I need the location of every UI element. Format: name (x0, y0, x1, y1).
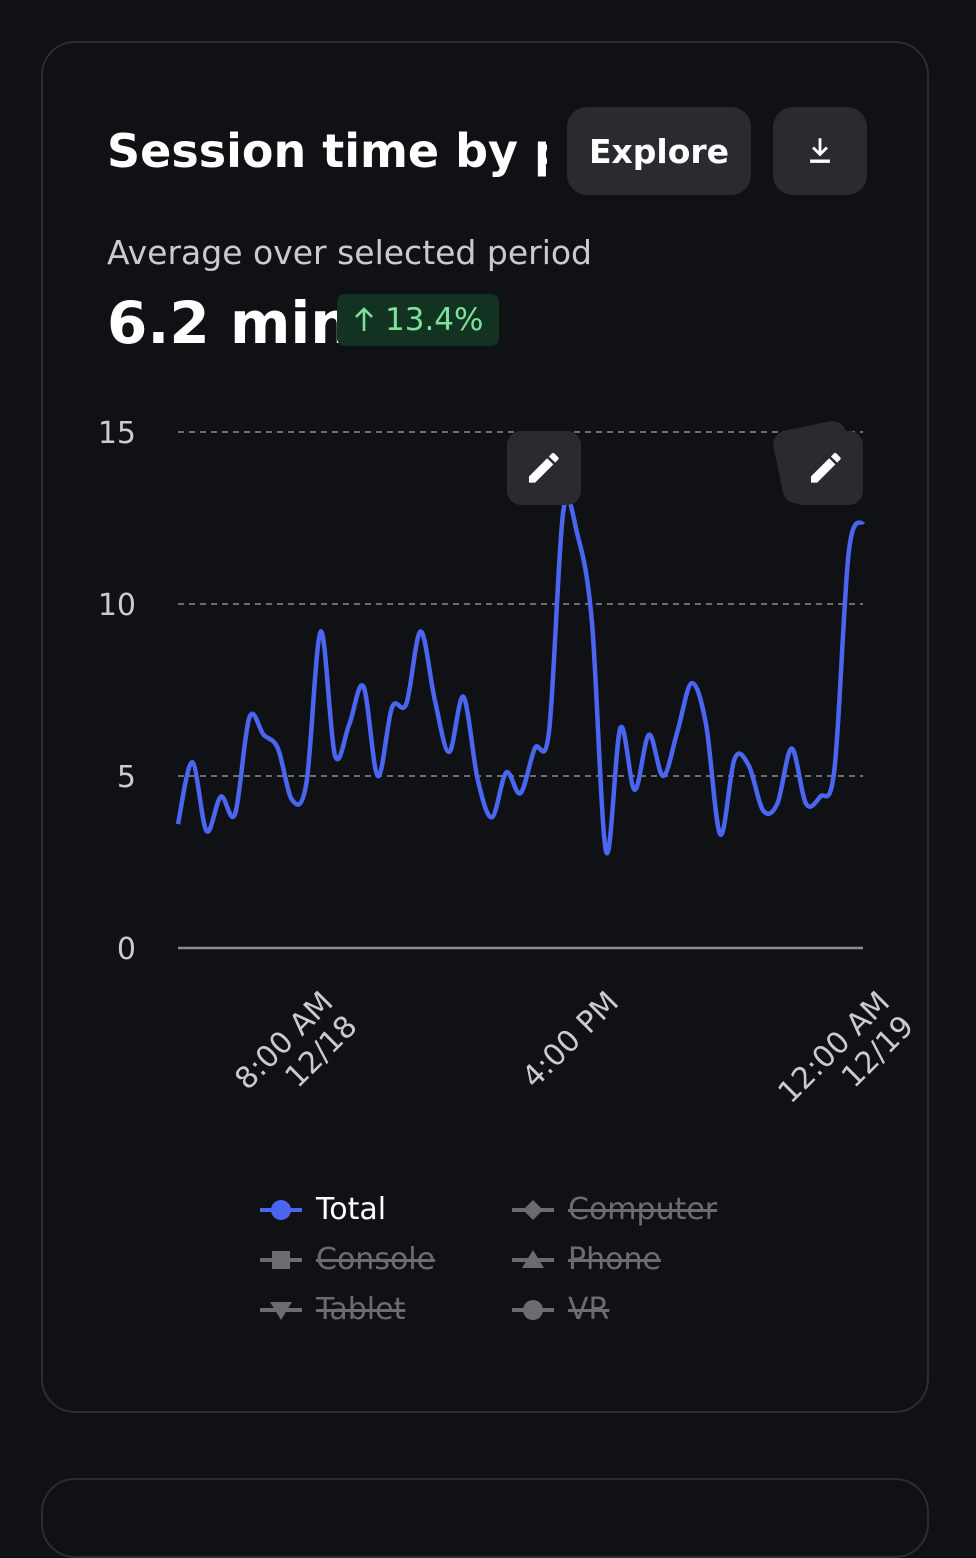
legend-item-console[interactable]: Console (260, 1242, 435, 1277)
chart-card: Session time by pl Explore Average over … (41, 41, 929, 1413)
y-tick-label: 0 (117, 932, 136, 967)
y-tick-label: 15 (98, 416, 136, 451)
pencil-icon (810, 452, 841, 483)
download-button[interactable] (773, 107, 867, 195)
x-tick-label: 4:00 PM (516, 985, 626, 1095)
legend-marker-triangle-down (260, 1301, 302, 1320)
legend-item-phone[interactable]: Phone (512, 1242, 661, 1277)
y-tick-label: 5 (117, 760, 136, 795)
metric-subtitle: Average over selected period (107, 233, 592, 272)
change-badge: 13.4% (337, 294, 500, 346)
annotation-marker[interactable] (771, 418, 863, 506)
pencil-icon (528, 452, 559, 483)
y-tick-label: 10 (98, 588, 136, 623)
legend-item-total[interactable]: Total (260, 1192, 386, 1227)
card-title: Session time by pl (107, 124, 547, 178)
series-line-total (175, 496, 866, 856)
x-tick-line1: 4:00 PM (516, 985, 626, 1095)
legend-item-computer[interactable]: Computer (512, 1192, 717, 1227)
legend-marker-square (260, 1250, 302, 1269)
legend-label: Console (316, 1242, 436, 1277)
legend-label: VR (568, 1292, 610, 1327)
legend-marker-diamond (512, 1199, 554, 1220)
legend-label: Total (316, 1192, 387, 1227)
legend-item-tablet[interactable]: Tablet (260, 1292, 405, 1327)
legend-marker-circle (260, 1199, 302, 1220)
legend-item-vr[interactable]: VR (512, 1292, 609, 1327)
arrow-up-icon (355, 307, 373, 331)
change-value: 13.4% (385, 302, 484, 338)
annotation-marker[interactable] (507, 431, 581, 505)
legend-marker-triangle-up (512, 1249, 554, 1268)
legend-label: Computer (568, 1192, 718, 1227)
next-card (41, 1478, 929, 1558)
explore-button[interactable]: Explore (567, 107, 751, 195)
metric-value: 6.2 min (107, 289, 352, 357)
legend-label: Tablet (316, 1292, 406, 1327)
legend-marker-circle (512, 1299, 554, 1320)
download-icon (810, 138, 830, 163)
legend-label: Phone (568, 1242, 661, 1277)
